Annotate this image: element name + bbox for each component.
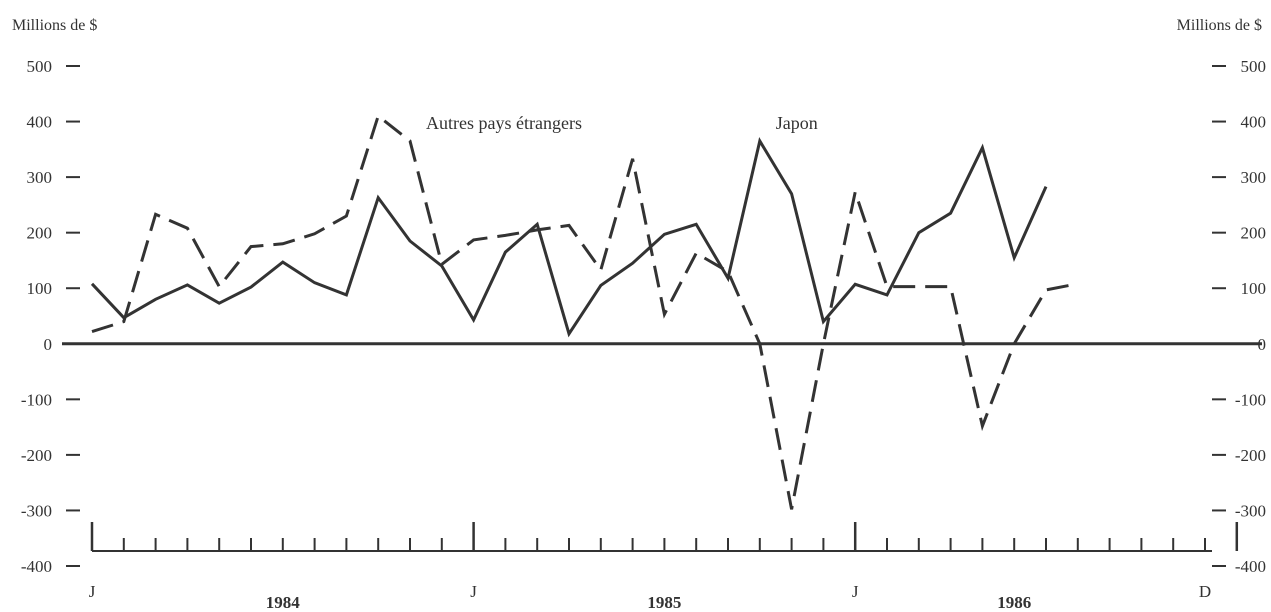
x-month-label: J	[89, 582, 96, 601]
left-tick-label: 500	[27, 57, 53, 76]
x-year-label: 1985	[647, 593, 681, 612]
left-tick-label: 400	[27, 113, 53, 132]
left-tick-label: -100	[21, 390, 52, 409]
x-axis: J J J D 1984 1985 1986	[89, 522, 1239, 612]
left-tick-label: 200	[27, 224, 53, 243]
right-tick-label: -300	[1235, 501, 1266, 520]
series-line-autres-pays-etrangers	[91, 113, 1079, 510]
x-month-label: D	[1199, 582, 1211, 601]
right-tick-label: -100	[1235, 390, 1266, 409]
series-labels: Japon Autres pays étrangers	[426, 113, 818, 133]
left-tick-label: 300	[27, 168, 53, 187]
left-tick-label: 0	[44, 335, 53, 354]
left-axis: 500 400 300 200 100 0 -100 -200 -300 -400	[21, 57, 1262, 576]
series-label: Japon	[776, 113, 818, 133]
x-year-label: 1986	[997, 593, 1031, 612]
right-tick-label: 300	[1241, 168, 1267, 187]
right-tick-label: 200	[1241, 224, 1267, 243]
x-month-label: J	[852, 582, 859, 601]
right-tick-label: 100	[1241, 279, 1267, 298]
right-tick-label: 400	[1241, 113, 1267, 132]
right-tick-label: 500	[1241, 57, 1267, 76]
left-tick-label: -400	[21, 557, 52, 576]
right-tick-label: 0	[1258, 335, 1267, 354]
left-tick-label: -200	[21, 446, 52, 465]
series-layer	[90, 113, 1079, 510]
series-label: Autres pays étrangers	[426, 113, 582, 133]
x-month-label: J	[470, 582, 477, 601]
right-axis-title: Millions de $	[1177, 17, 1262, 34]
left-axis-title: Millions de $	[12, 17, 97, 34]
left-tick-label: -300	[21, 501, 52, 520]
right-axis: 500 400 300 200 100 0 -100 -200 -300 -400	[1212, 57, 1266, 576]
right-tick-label: -400	[1235, 557, 1266, 576]
left-tick-label: 100	[27, 279, 53, 298]
right-tick-label: -200	[1235, 446, 1266, 465]
series-line-japon	[90, 137, 1048, 338]
x-year-label: 1984	[266, 593, 301, 612]
